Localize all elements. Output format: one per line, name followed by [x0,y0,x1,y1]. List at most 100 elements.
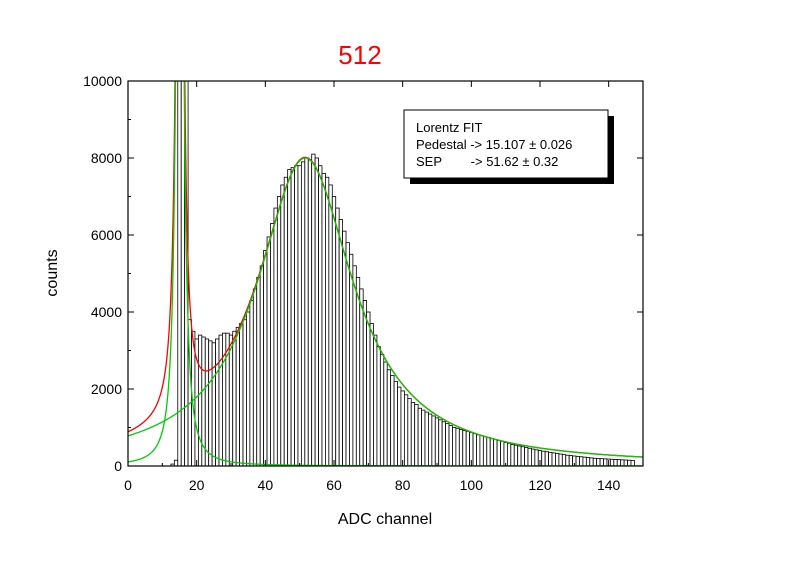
histogram-bar [506,442,512,466]
histogram-bar [311,153,316,466]
histogram-bar [403,394,409,466]
x-tick-label: 80 [395,477,411,493]
histogram-bar [369,323,374,466]
y-axis-label: counts [44,249,61,296]
histogram-bar [596,458,601,466]
y-tick-label: 4000 [91,304,122,320]
histogram-bar [517,445,522,466]
histogram-bar [452,427,457,466]
histogram-bar [235,326,240,466]
histogram-bar [307,159,313,466]
legend-line-title: Lorentz FIT [416,120,483,135]
histogram-bar [373,334,378,466]
y-tick-label: 8000 [91,150,122,166]
histogram-bar [249,300,254,466]
histogram-bar [232,330,237,466]
histogram-bar [465,430,471,466]
histogram-bar [424,411,429,466]
histogram-bar [565,454,570,466]
histogram-bar [575,455,580,466]
histogram-bar [335,207,340,466]
y-tick-label: 0 [114,458,122,474]
histogram-bar [551,452,556,466]
histogram-bar [472,433,477,466]
histogram-bar [582,456,587,466]
histogram-bar [266,236,271,466]
histogram-bar [376,346,381,466]
legend-panel [403,109,609,179]
histogram-bar [342,230,347,466]
histogram-bar [362,300,368,466]
histogram-bar [273,207,278,466]
histogram-bar [314,157,319,466]
histogram-bar [613,459,618,466]
histogram-bar [431,415,436,466]
histogram-bar [603,458,608,466]
histogram-bar [455,427,460,466]
histogram-bar [510,444,515,466]
chart-title: 512 [338,40,381,70]
x-tick-label: 40 [258,477,274,493]
fit-curve-sep [128,157,643,458]
histogram-bar [173,459,179,466]
histogram-bar [555,453,560,466]
x-tick-label: 140 [597,477,621,493]
histogram-bar [410,402,416,466]
histogram-bar [304,157,309,466]
histogram-bar [568,455,574,466]
histogram-bar [321,172,326,466]
histogram-bar [297,165,302,466]
histogram-bar [592,457,598,466]
y-tick-label: 2000 [91,381,122,397]
histogram-bar [242,319,247,466]
histogram-bar [407,398,412,466]
histogram-bar [218,334,223,466]
histogram-bar [300,161,306,466]
histogram-bar [204,338,210,466]
histogram-bar [228,334,234,466]
histogram-bar [496,440,501,466]
histogram-bar [352,265,357,466]
histogram-bar [561,454,567,466]
histogram-bar [379,353,385,466]
histogram-bar [331,196,337,466]
histogram-bar [417,407,422,466]
histogram-bar [338,219,343,466]
histogram-bar [493,439,498,466]
x-tick-label: 60 [326,477,342,493]
histogram-bar [386,369,392,466]
histogram-bar [476,434,481,466]
histogram-bar [616,459,622,466]
x-axis: 0 20 40 60 80 100 120 140 [124,81,621,493]
histogram-bar [548,451,553,466]
histogram-bar [197,334,203,466]
histogram-bar [246,311,251,466]
histogram-bar [489,438,495,466]
histogram-bar [462,430,467,466]
histogram-bar [531,448,536,466]
x-axis-label: ADC channel [338,511,432,528]
histogram-bar [270,223,275,466]
histogram-bar [263,249,268,466]
histogram-bar [397,386,402,466]
histogram-bar [239,323,244,466]
histogram-bar [458,429,464,466]
legend-box: Lorentz FIT Pedestal -> 15.107 ± 0.026 S… [403,109,614,184]
histogram-bar [345,242,350,466]
histogram-bar [283,176,289,466]
histogram-bar [400,390,405,466]
histogram-bar [421,409,426,466]
histogram-bar [527,447,532,466]
histogram-bar [256,276,261,466]
histogram-bar [479,435,484,466]
histogram-bar [558,453,563,466]
histogram-bar [355,276,361,466]
histogram-bar [325,176,330,466]
histogram-bar [290,167,295,466]
x-tick-label: 120 [528,477,552,493]
histogram-bar [513,444,519,466]
histogram-bar [414,403,419,466]
histogram-bar [627,459,632,466]
histogram-bar [500,440,505,466]
histogram-bar [280,184,285,466]
